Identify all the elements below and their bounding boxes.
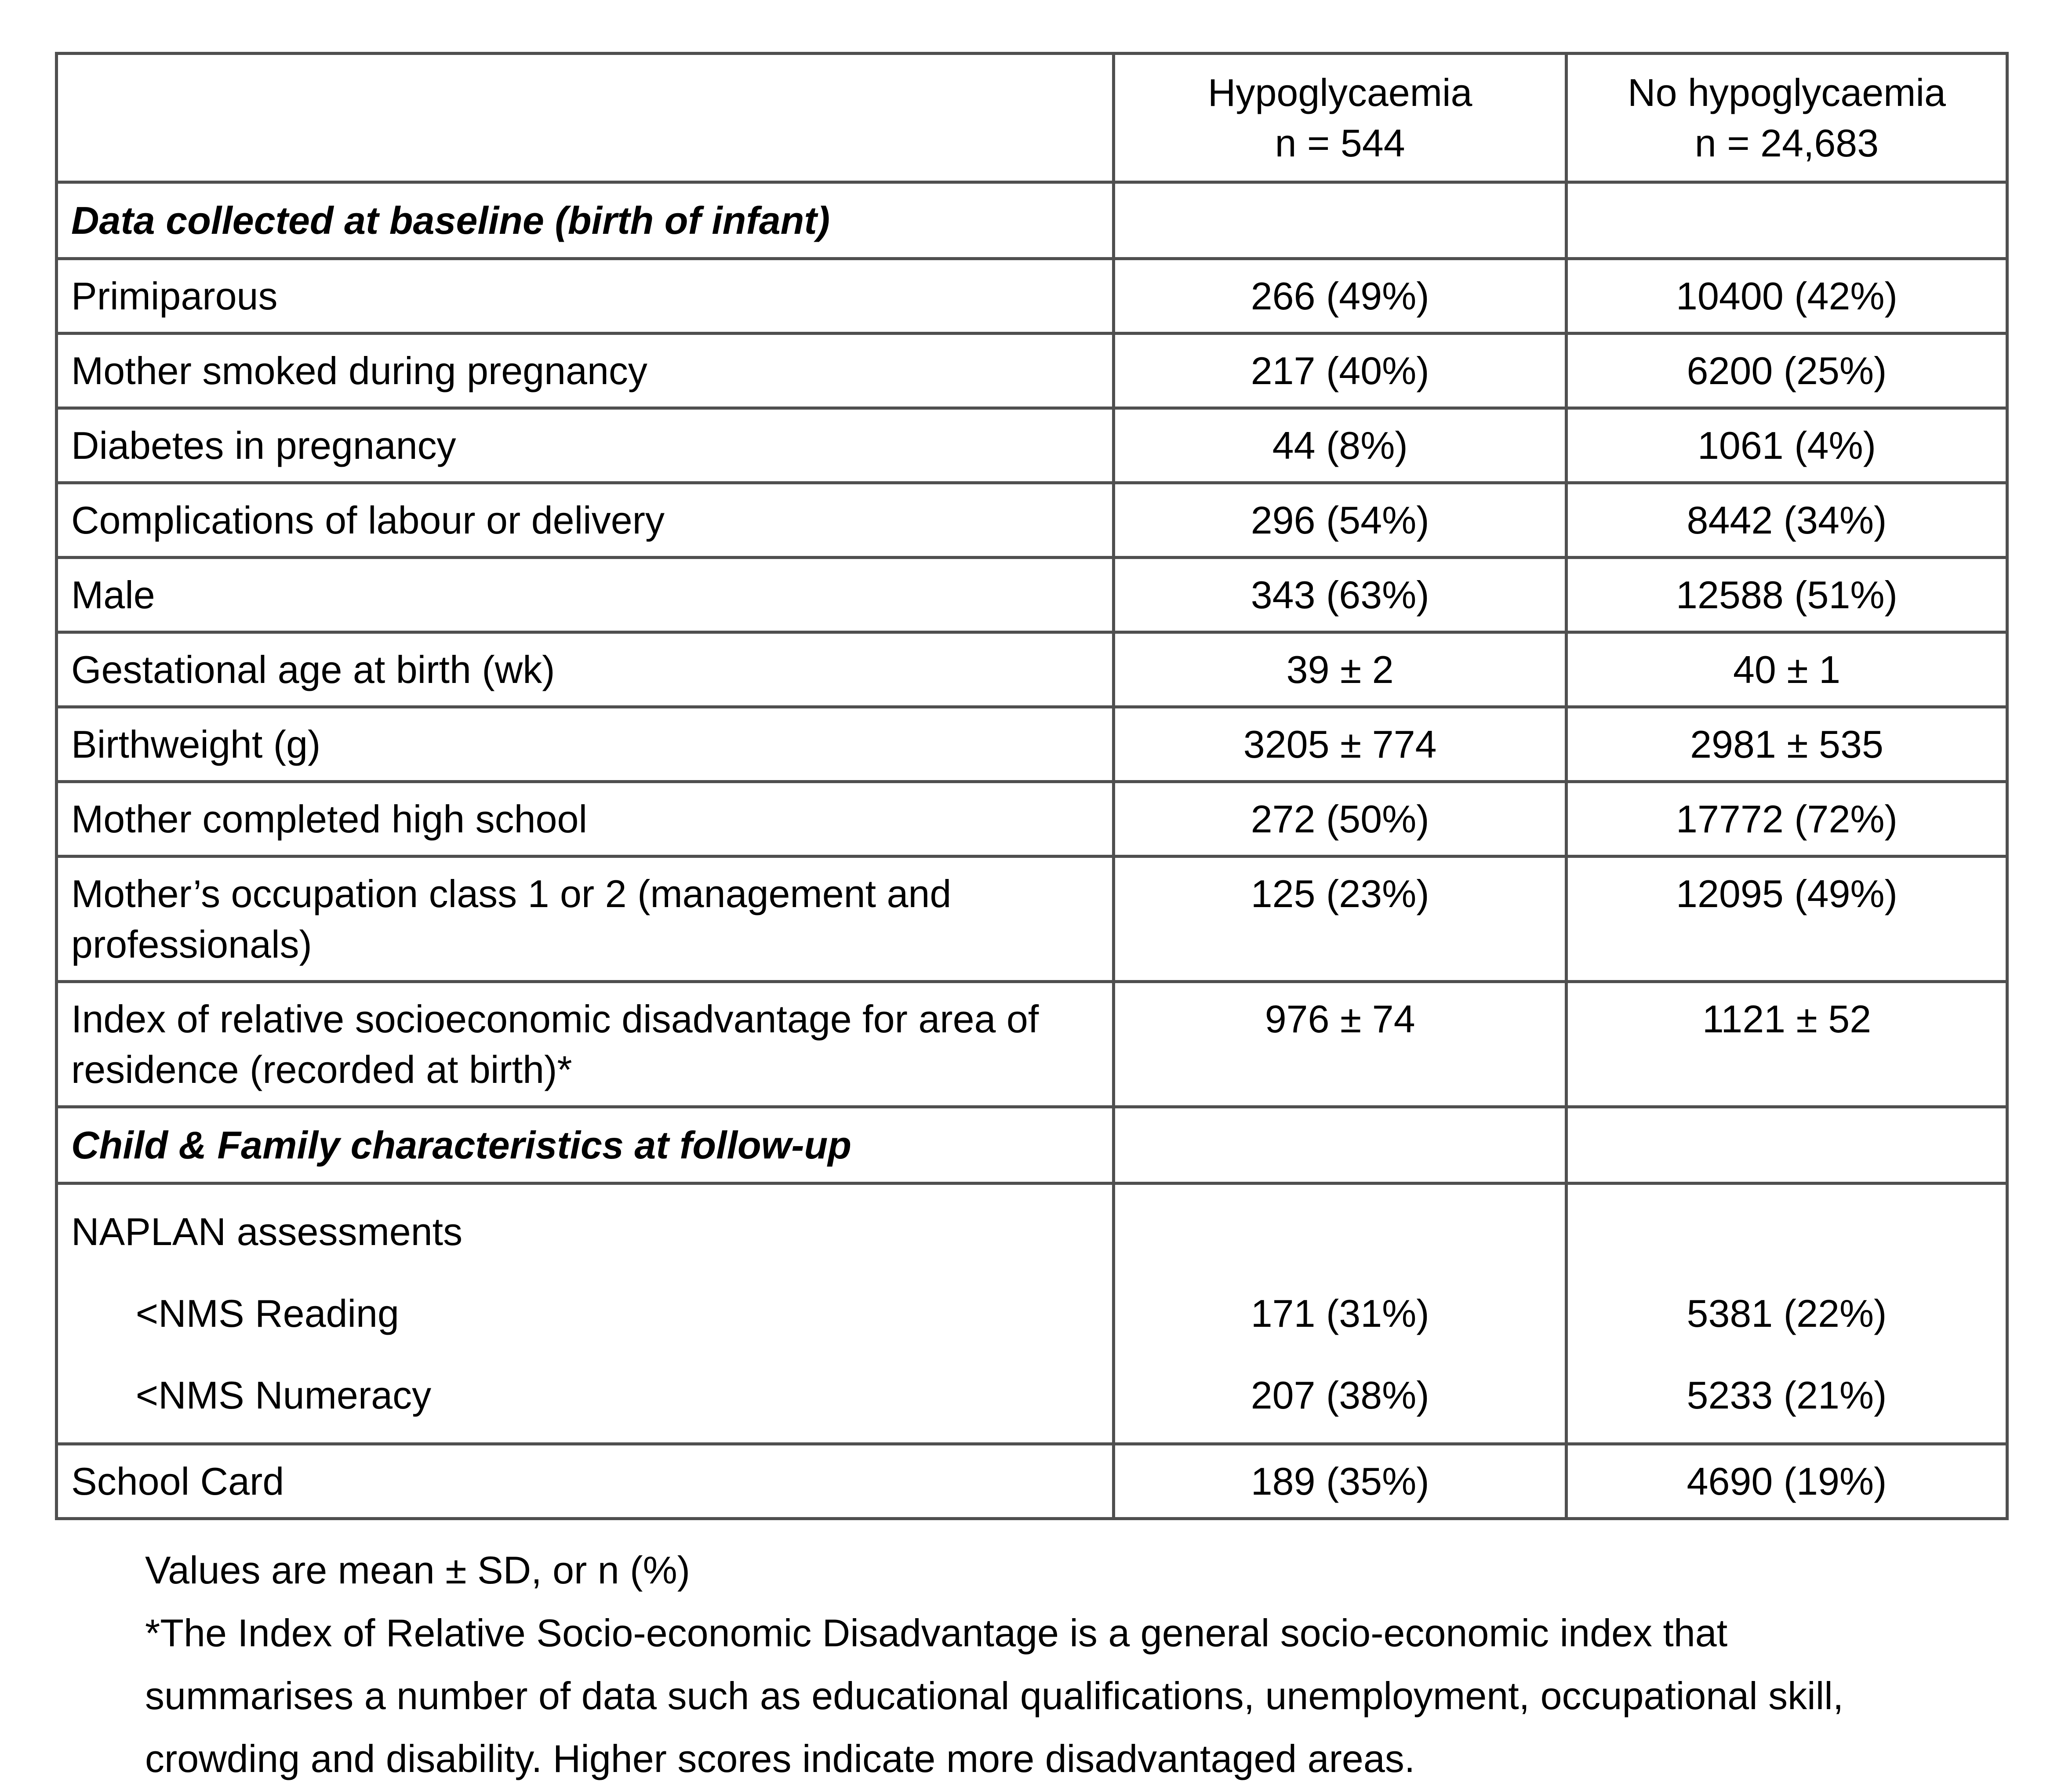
cell-value-nohypo: 12095 (49%) [1565,855,2009,983]
cell-value-hypo: 171 (31%) 207 (38%) [1112,1182,1568,1445]
section-row-followup: Child & Family characteristics at follow… [55,1105,2009,1185]
cell-value-nohypo: 8442 (34%) [1565,481,2009,559]
row-school-card: School Card 189 (35%) 4690 (19%) [55,1442,2009,1520]
footnote-irsd-line-3: crowding and disability. Higher scores i… [145,1737,1415,1780]
cell-value-nohypo: 10400 (42%) [1565,257,2009,335]
cell-label: Complications of labour or delivery [55,481,1116,559]
cell-value-nohypo: 12588 (51%) [1565,556,2009,634]
cell-value-hypo: 125 (23%) [1112,855,1568,983]
cell-label: Gestational age at birth (wk) [55,631,1116,708]
row-mother-high-school: Mother completed high school 272 (50%) 1… [55,780,2009,858]
header-row: Hypoglycaemia n = 544 No hypoglycaemia n… [55,52,2009,184]
cell-empty [1112,181,1568,260]
row-mother-smoked: Mother smoked during pregnancy 217 (40%)… [55,332,2009,410]
row-birthweight: Birthweight (g) 3205 ± 774 2981 ± 535 [55,705,2009,783]
row-male: Male 343 (63%) 12588 (51%) [55,556,2009,634]
cell-value-nohypo: 5381 (22%) 5233 (21%) [1565,1182,2009,1445]
cell-value-hypo: 343 (63%) [1112,556,1568,634]
footnote-values-legend: Values are mean ± SD, or n (%) [145,1548,691,1592]
row-socioeconomic-index: Index of relative socioeconomic disadvan… [55,980,2009,1108]
section-row-baseline: Data collected at baseline (birth of inf… [55,181,2009,260]
row-mother-occupation: Mother’s occupation class 1 or 2 (manage… [55,855,2009,983]
document-page: { "table": { "header": { "hypoglycaemia"… [55,52,2009,1780]
cell-value-nohypo: 6200 (25%) [1565,332,2009,410]
cell-empty [1112,1105,1568,1185]
footnote-irsd-line-2: summarises a number of data such as educ… [145,1674,1844,1717]
cell-label: Primiparous [55,257,1116,335]
cell-label: Diabetes in pregnancy [55,407,1116,484]
row-naplan-assessments: NAPLAN assessments <NMS Reading <NMS Num… [55,1182,2009,1445]
row-primiparous: Primiparous 266 (49%) 10400 (42%) [55,257,2009,335]
header-no-hypoglycaemia: No hypoglycaemia n = 24,683 [1565,52,2009,184]
cell-label: Birthweight (g) [55,705,1116,783]
cell-value-nohypo: 40 ± 1 [1565,631,2009,708]
cell-value-nohypo: 4690 (19%) [1565,1442,2009,1520]
cell-value-hypo: 3205 ± 774 [1112,705,1568,783]
row-diabetes: Diabetes in pregnancy 44 (8%) 1061 (4%) [55,407,2009,484]
cell-value-nohypo: 1121 ± 52 [1565,980,2009,1108]
cell-empty [1565,181,2009,260]
cell-value-hypo: 296 (54%) [1112,481,1568,559]
cell-label: Mother’s occupation class 1 or 2 (manage… [55,855,1116,983]
cell-value-hypo: 217 (40%) [1112,332,1568,410]
cell-value-hypo: 39 ± 2 [1112,631,1568,708]
section-label: Data collected at baseline (birth of inf… [55,181,1116,260]
baseline-characteristics-table: Hypoglycaemia n = 544 No hypoglycaemia n… [55,52,2009,1520]
cell-label: Index of relative socioeconomic disadvan… [55,980,1116,1108]
cell-value-nohypo: 17772 (72%) [1565,780,2009,858]
cell-value-hypo: 272 (50%) [1112,780,1568,858]
table-footnotes: Values are mean ± SD, or n (%) *The Inde… [145,1539,2009,1790]
row-complications: Complications of labour or delivery 296 … [55,481,2009,559]
cell-value-hypo: 44 (8%) [1112,407,1568,484]
cell-value-hypo: 189 (35%) [1112,1442,1568,1520]
header-hypoglycaemia: Hypoglycaemia n = 544 [1112,52,1568,184]
cell-label: NAPLAN assessments <NMS Reading <NMS Num… [55,1182,1116,1445]
cell-value-hypo: 976 ± 74 [1112,980,1568,1108]
cell-label: Mother completed high school [55,780,1116,858]
cell-label: School Card [55,1442,1116,1520]
cell-label: Male [55,556,1116,634]
cell-empty [1565,1105,2009,1185]
cell-value-nohypo: 1061 (4%) [1565,407,2009,484]
section-label: Child & Family characteristics at follow… [55,1105,1116,1185]
cell-value-nohypo: 2981 ± 535 [1565,705,2009,783]
cell-value-hypo: 266 (49%) [1112,257,1568,335]
footnote-irsd-line-1: *The Index of Relative Socio-economic Di… [145,1611,1728,1655]
cell-label: Mother smoked during pregnancy [55,332,1116,410]
row-gestational-age: Gestational age at birth (wk) 39 ± 2 40 … [55,631,2009,708]
header-empty-cell [55,52,1116,184]
